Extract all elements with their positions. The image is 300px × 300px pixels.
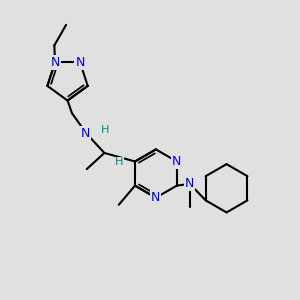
Text: N: N: [75, 56, 85, 69]
Text: H: H: [101, 125, 109, 135]
Text: H: H: [115, 158, 123, 167]
Text: N: N: [185, 177, 194, 190]
Text: N: N: [80, 127, 90, 140]
Text: N: N: [50, 56, 60, 69]
Text: N: N: [172, 155, 182, 168]
Text: N: N: [151, 191, 160, 204]
